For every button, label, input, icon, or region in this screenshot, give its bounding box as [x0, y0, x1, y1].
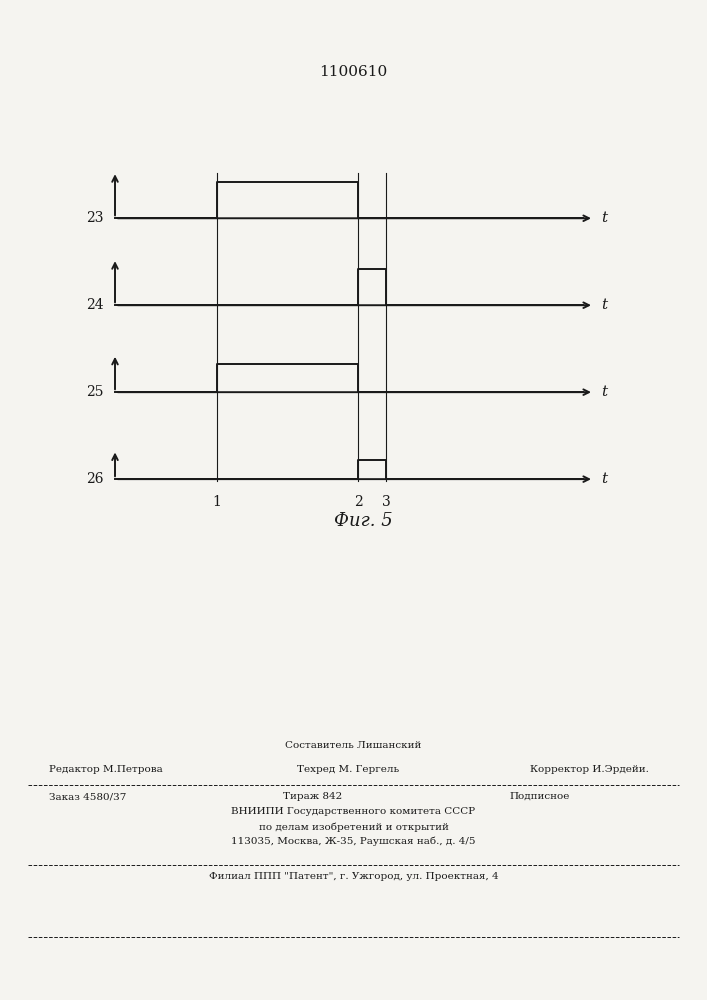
Text: Заказ 4580/37: Заказ 4580/37 [49, 792, 127, 801]
Text: 113035, Москва, Ж-35, Раушская наб., д. 4/5: 113035, Москва, Ж-35, Раушская наб., д. … [231, 837, 476, 846]
Text: 26: 26 [86, 472, 104, 486]
Text: 3: 3 [382, 495, 391, 509]
Text: t: t [602, 298, 607, 312]
Text: t: t [602, 472, 607, 486]
Text: t: t [602, 211, 607, 225]
Text: Подписное: Подписное [509, 792, 569, 801]
Text: Фиг. 5: Фиг. 5 [334, 512, 393, 530]
Text: 25: 25 [86, 385, 104, 399]
Text: 2: 2 [354, 495, 363, 509]
Text: ВНИИПИ Государственного комитета СССР: ВНИИПИ Государственного комитета СССР [231, 807, 476, 816]
Text: по делам изобретений и открытий: по делам изобретений и открытий [259, 822, 448, 832]
Text: Филиал ППП "Патент", г. Ужгород, ул. Проектная, 4: Филиал ППП "Патент", г. Ужгород, ул. Про… [209, 872, 498, 881]
Text: Корректор И.Эрдейи.: Корректор И.Эрдейи. [530, 765, 649, 774]
Text: 24: 24 [86, 298, 104, 312]
Text: Техред М. Гергель: Техред М. Гергель [297, 765, 399, 774]
Text: 1100610: 1100610 [320, 65, 387, 79]
Text: Составитель Лишанский: Составитель Лишанский [286, 741, 421, 750]
Text: Редактор М.Петрова: Редактор М.Петрова [49, 765, 163, 774]
Text: 23: 23 [86, 211, 104, 225]
Text: 1: 1 [212, 495, 221, 509]
Text: t: t [602, 385, 607, 399]
Text: Тираж 842: Тираж 842 [283, 792, 342, 801]
